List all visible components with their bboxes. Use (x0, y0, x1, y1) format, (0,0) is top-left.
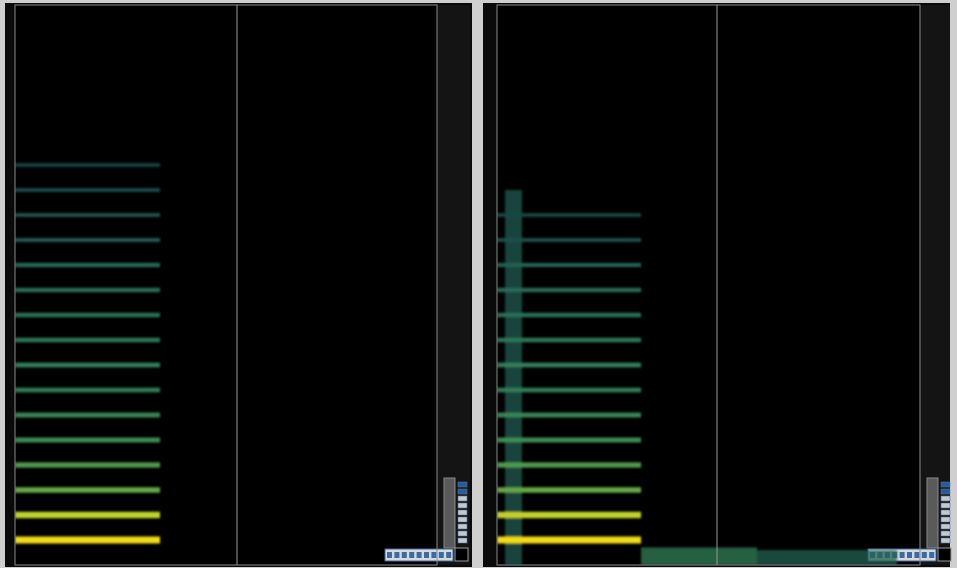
canvas (0, 0, 957, 568)
background (0, 0, 957, 568)
scroll-cell (394, 552, 399, 558)
harmonic-band (15, 487, 160, 492)
scroll-cell (387, 552, 392, 558)
meter-cell (458, 489, 467, 494)
scroll-cell (431, 552, 436, 558)
harmonic-band (15, 462, 160, 467)
plot-frame (15, 5, 437, 565)
meter-cell (941, 524, 950, 529)
harmonic-band (15, 363, 160, 368)
meter-cell (458, 482, 467, 487)
meter-cell (458, 503, 467, 508)
level-meter (941, 482, 950, 543)
harmonic-band (497, 487, 641, 492)
gain-slider[interactable] (927, 478, 938, 548)
scroll-track[interactable] (385, 549, 453, 561)
meter-cell (458, 517, 467, 522)
harmonic-band (15, 413, 160, 418)
harmonic-band (497, 263, 641, 267)
meter-cell (458, 524, 467, 529)
gain-slider[interactable] (444, 478, 455, 548)
energy-region (757, 550, 897, 565)
meter-cell (941, 489, 950, 494)
scroll-cell (929, 552, 934, 558)
harmonic-band (497, 338, 641, 343)
meter-cell (941, 517, 950, 522)
meter-cell (941, 538, 950, 543)
scroll-cell (439, 552, 444, 558)
harmonic-band (15, 537, 160, 544)
spectral-energy (15, 163, 160, 543)
energy-region (641, 548, 757, 566)
meter-cell (941, 496, 950, 501)
harmonic-band (15, 313, 160, 318)
panel-background (5, 3, 472, 567)
harmonic-band (497, 288, 641, 292)
harmonic-band (497, 512, 641, 518)
scroll-cell (417, 552, 422, 558)
meter-cell (941, 510, 950, 515)
harmonic-band (15, 288, 160, 292)
scroll-cell (446, 552, 451, 558)
meter-cell (941, 482, 950, 487)
harmonic-band (497, 238, 641, 242)
side-strip (437, 5, 470, 565)
scroll-cell (922, 552, 927, 558)
scroll-cell (914, 552, 919, 558)
scroll-cell (907, 552, 912, 558)
meter-cell (458, 496, 467, 501)
harmonic-band (497, 413, 641, 418)
corner-box[interactable] (455, 548, 468, 561)
harmonic-band (15, 512, 160, 518)
meter-cell (458, 538, 467, 543)
scroll-cell (900, 552, 905, 558)
meter-cell (941, 531, 950, 536)
harmonic-band (497, 537, 641, 544)
harmonic-band (497, 313, 641, 317)
plot-area (497, 5, 920, 565)
spectrogram-panel (483, 3, 951, 567)
harmonic-band (497, 388, 641, 393)
harmonic-band (497, 438, 641, 443)
harmonic-band (497, 363, 641, 368)
harmonic-band (15, 388, 160, 393)
energy-region (505, 190, 522, 565)
scroll-bar[interactable] (385, 549, 453, 561)
panel-background (483, 3, 950, 567)
plot-area (15, 5, 437, 565)
harmonic-band (15, 263, 160, 267)
harmonic-band (497, 213, 641, 217)
harmonic-band (15, 213, 160, 217)
spectrogram-panel (5, 3, 472, 567)
cursor-line (717, 5, 718, 565)
harmonic-band (15, 438, 160, 443)
plot-frame (497, 5, 920, 565)
scroll-cell (424, 552, 429, 558)
corner-box[interactable] (938, 548, 951, 561)
marks (15, 163, 160, 543)
meter-cell (941, 503, 950, 508)
level-meter (458, 482, 467, 543)
harmonic-band (15, 338, 160, 343)
harmonic-band (15, 163, 160, 167)
side-strip (920, 5, 950, 565)
scroll-cell (409, 552, 414, 558)
marks (497, 190, 897, 565)
scroll-cell (402, 552, 407, 558)
harmonic-band (497, 462, 641, 467)
cursor-line (237, 5, 238, 565)
meter-cell (458, 510, 467, 515)
spectral-energy (497, 190, 897, 565)
harmonic-band (15, 238, 160, 242)
meter-cell (458, 531, 467, 536)
harmonic-band (15, 188, 160, 192)
